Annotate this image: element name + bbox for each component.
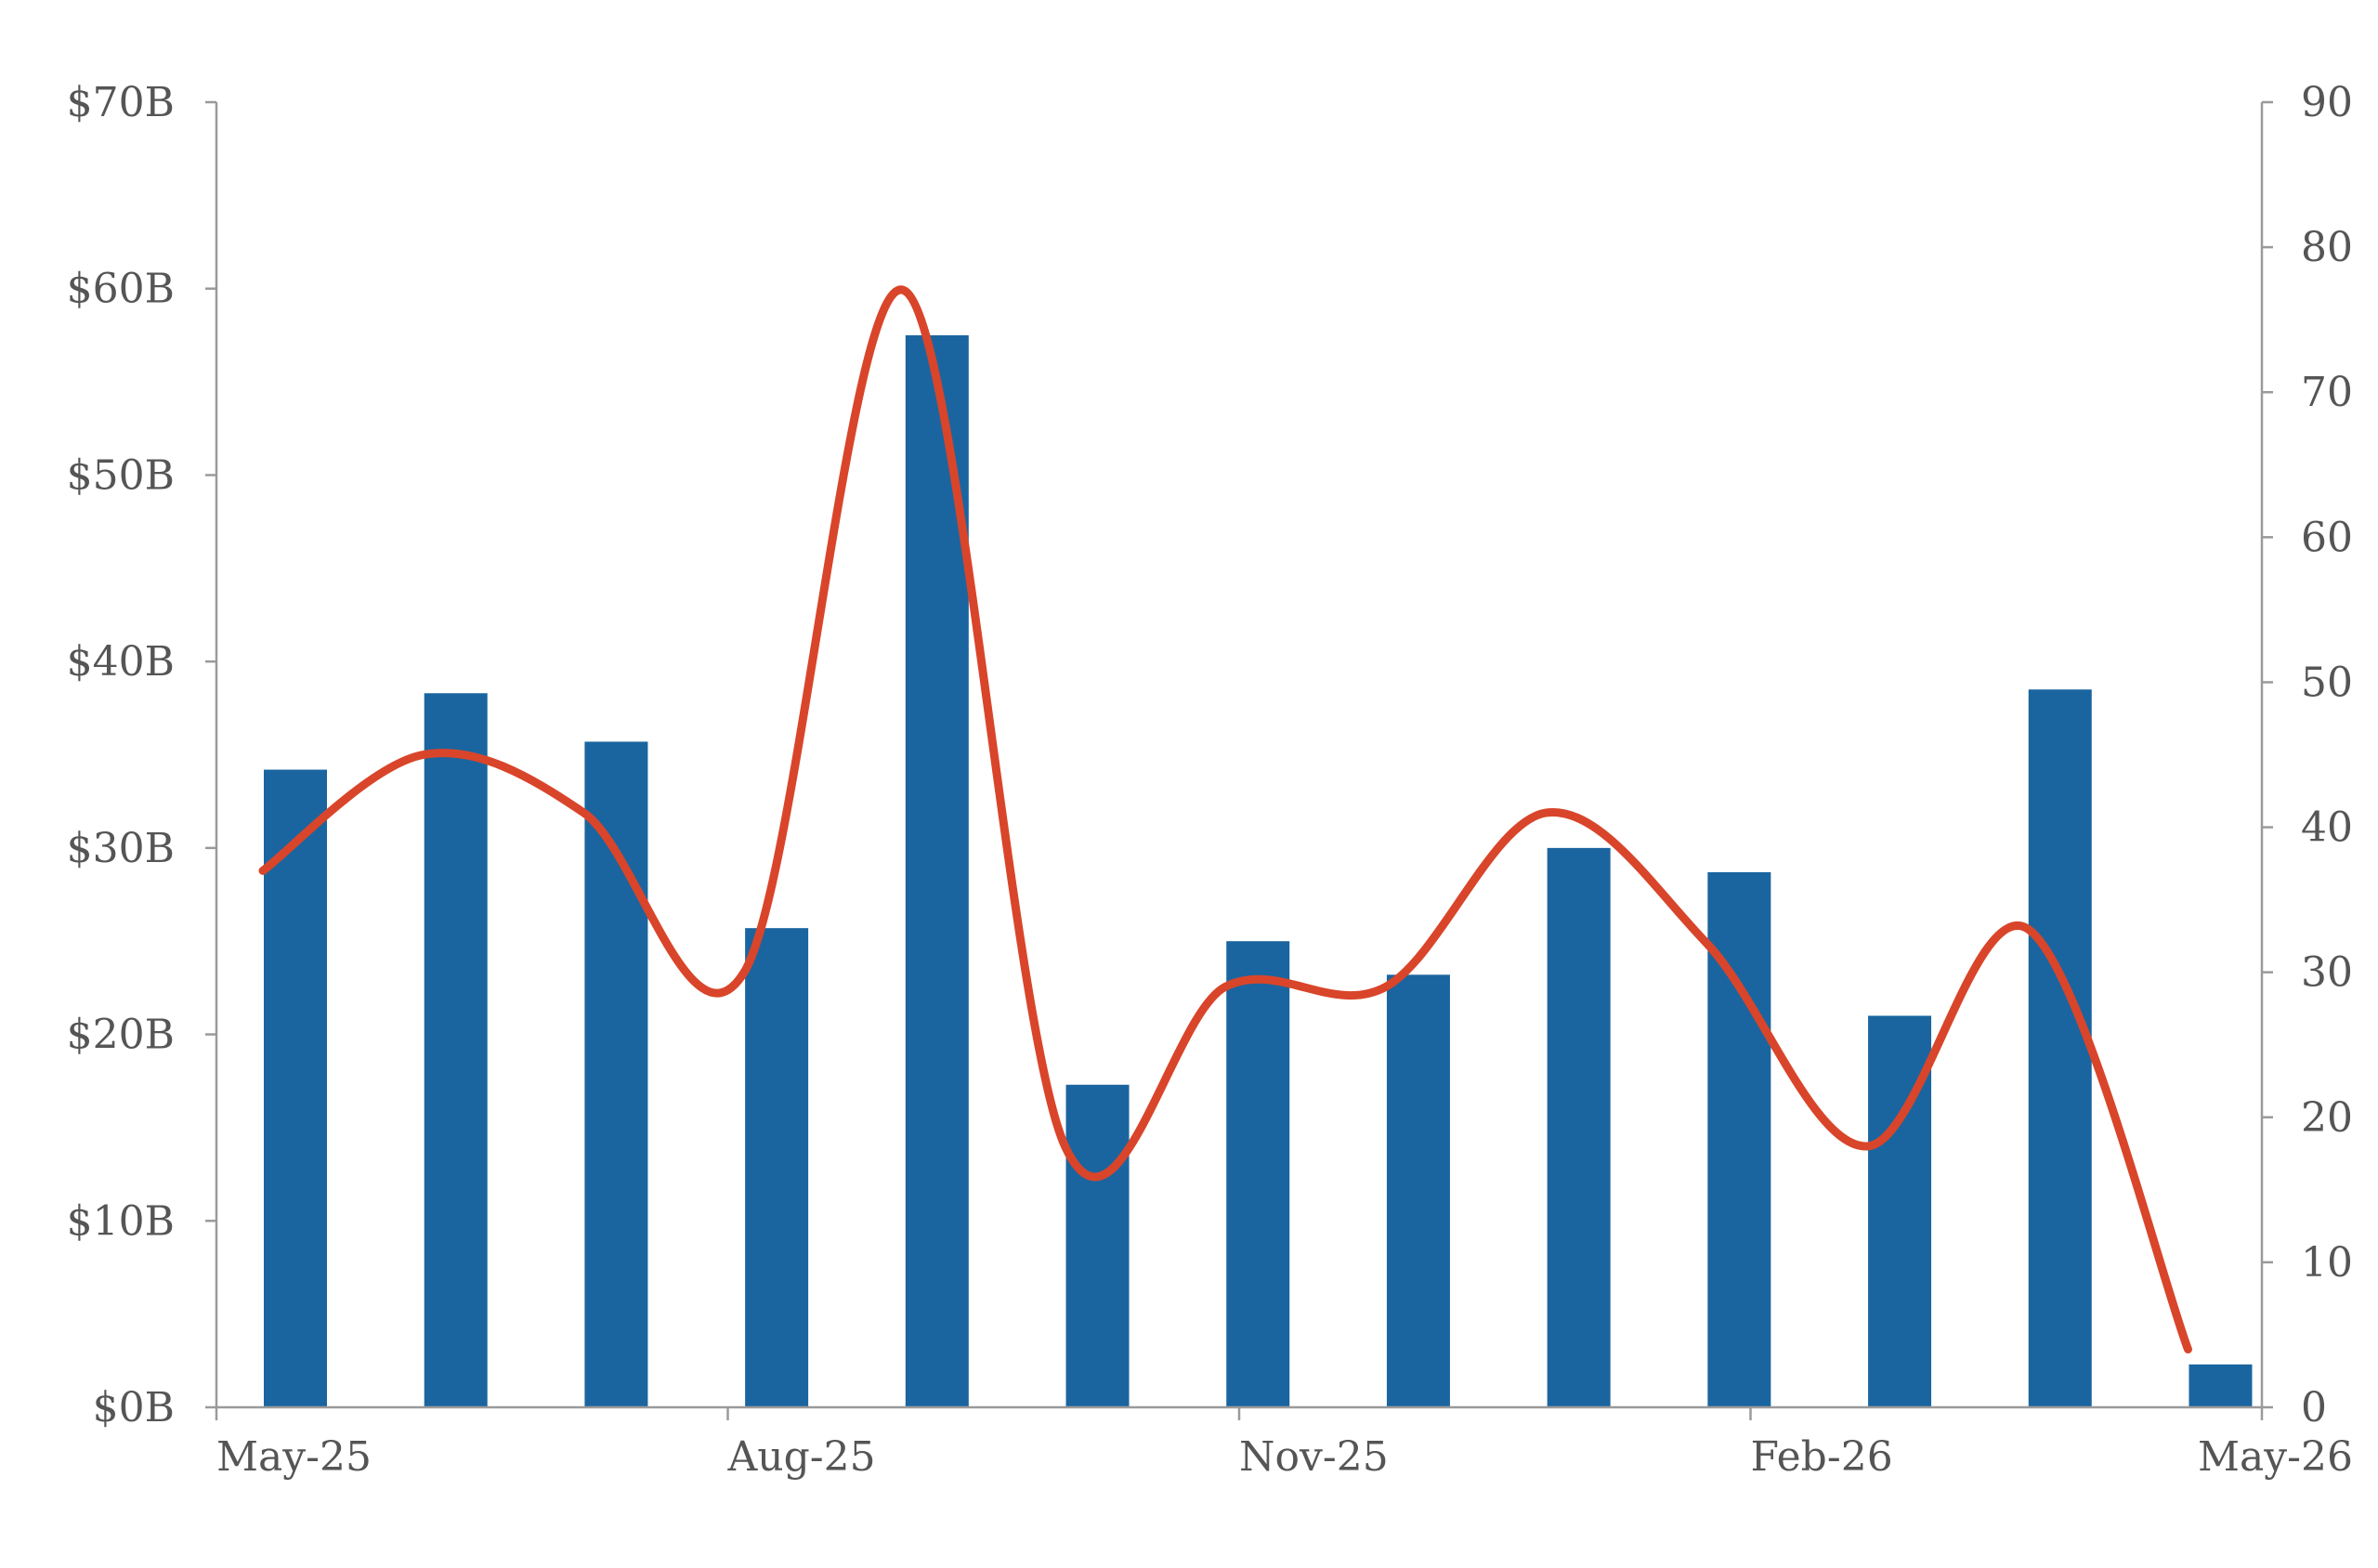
x-tick-label: Feb-26 [1751, 1433, 1893, 1481]
bar-Nov-25 [1226, 941, 1290, 1407]
right-tick-label: 40 [2301, 804, 2353, 852]
bar-Aug-25 [745, 928, 809, 1407]
bar-Apr-26 [2028, 689, 2092, 1407]
left-tick-label: $10B [67, 1197, 175, 1245]
right-tick-label: 30 [2301, 949, 2353, 997]
bar-Jun-25 [424, 693, 488, 1407]
x-tick-label: Aug-25 [727, 1433, 876, 1481]
tick-labels: $0B $10B $20B $30B $40B $50B $60B $70B 0 10 20 30 40… [67, 79, 2353, 1481]
bar-Jul-25 [584, 741, 648, 1407]
bar-May-25 [264, 769, 327, 1407]
left-tick-label: $70B [67, 79, 175, 126]
bar-Oct-25 [1065, 1084, 1130, 1407]
x-tick-label: May-25 [216, 1433, 372, 1481]
left-tick-label: $20B [67, 1012, 175, 1059]
right-tick-label: 60 [2301, 514, 2353, 561]
x-tick-label: May-26 [2198, 1433, 2353, 1481]
left-tick-label: $40B [67, 638, 175, 686]
right-tick-label: 70 [2301, 369, 2353, 416]
right-tick-label: 90 [2301, 79, 2353, 126]
axes [205, 100, 2273, 1420]
right-tick-label: 20 [2301, 1094, 2353, 1142]
bar-Dec-25 [1386, 974, 1450, 1407]
left-tick-label: $0B [93, 1384, 175, 1431]
x-tick-label: Nov-25 [1239, 1433, 1389, 1481]
right-tick-label: 10 [2301, 1239, 2353, 1287]
right-tick-label: 80 [2301, 224, 2353, 271]
line-path [258, 285, 2192, 1354]
bar-May-26 [2189, 1364, 2253, 1407]
right-tick-label: 50 [2301, 659, 2353, 706]
bar-Jan-26 [1547, 847, 1611, 1407]
left-tick-label: $60B [67, 266, 175, 313]
line-series [258, 285, 2192, 1354]
left-tick-label: $50B [67, 451, 175, 499]
left-tick-label: $30B [67, 825, 175, 872]
bar-series [264, 334, 2253, 1408]
right-tick-label: 0 [2301, 1384, 2327, 1431]
